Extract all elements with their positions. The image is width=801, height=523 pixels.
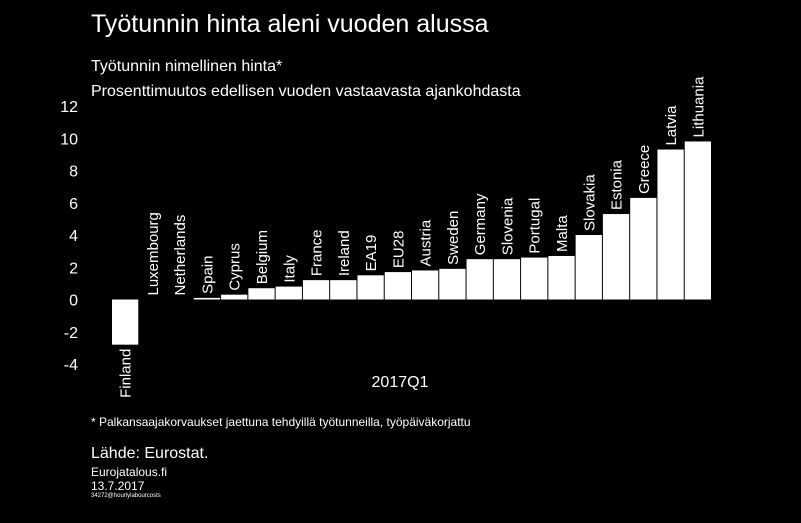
bar xyxy=(575,235,602,300)
category-label: Luxembourg xyxy=(145,212,162,295)
bar xyxy=(657,149,684,300)
bar xyxy=(493,259,521,300)
category-label: France xyxy=(309,229,326,276)
site-label: Eurojatalous.fi xyxy=(91,465,168,479)
category-label: Portugal xyxy=(527,198,544,254)
bar xyxy=(412,270,439,300)
category-label: Sweden xyxy=(445,211,462,265)
category-label: Greece xyxy=(636,145,653,194)
bar xyxy=(630,197,657,300)
y-tick-label: 8 xyxy=(69,164,78,181)
footnote: * Palkansaajakorvaukset jaettuna tehdyil… xyxy=(91,415,471,429)
category-label: Lithuania xyxy=(690,76,707,138)
category-label: EA19 xyxy=(363,235,380,272)
chart-title: Työtunnin hinta aleni vuoden alussa xyxy=(91,10,489,38)
bar xyxy=(248,288,275,300)
bar xyxy=(357,275,384,300)
y-tick-label: -4 xyxy=(64,357,78,374)
bar xyxy=(684,141,711,300)
y-tick-label: 12 xyxy=(60,99,78,116)
bar xyxy=(384,272,411,300)
bar xyxy=(548,255,575,300)
y-tick-label: 6 xyxy=(69,196,78,213)
bar xyxy=(193,297,221,300)
y-tick-label: 10 xyxy=(60,131,78,148)
chart-subtitle-2: Prosenttimuutos edellisen vuoden vastaav… xyxy=(91,83,521,100)
category-label: Italy xyxy=(281,255,298,283)
category-label: Latvia xyxy=(663,105,680,146)
y-tick-label: -2 xyxy=(64,325,78,342)
bar xyxy=(466,259,493,300)
category-label: Slovenia xyxy=(499,197,516,255)
category-label: Germany xyxy=(472,193,489,255)
category-label: Netherlands xyxy=(172,215,189,296)
x-axis-label: 2017Q1 xyxy=(372,374,429,391)
category-label: Slovakia xyxy=(581,174,598,231)
category-label: Cyprus xyxy=(227,243,244,291)
chart-code: 34272@hourlylabourcosts xyxy=(91,493,161,499)
bar xyxy=(275,286,302,300)
bar xyxy=(439,268,466,300)
bar xyxy=(330,280,357,300)
category-label: Belgium xyxy=(254,230,271,284)
bar xyxy=(112,299,139,345)
category-label: Estonia xyxy=(609,159,626,210)
category-label: Ireland xyxy=(336,230,353,276)
bar xyxy=(221,294,248,300)
category-label: Austria xyxy=(418,219,435,266)
date-label: 13.7.2017 xyxy=(91,479,145,493)
y-tick-label: 4 xyxy=(69,228,78,245)
bar xyxy=(521,257,548,300)
chart-subtitle: Työtunnin nimellinen hinta* xyxy=(91,58,283,75)
category-label: EU28 xyxy=(390,231,407,269)
bar xyxy=(302,280,330,300)
source-label: Lähde: Eurostat. xyxy=(91,445,209,462)
y-tick-label: 0 xyxy=(69,293,78,310)
category-label: Spain xyxy=(199,256,216,294)
category-label: Malta xyxy=(554,215,571,252)
category-label: Finland xyxy=(118,349,135,398)
y-tick-label: 2 xyxy=(69,260,78,277)
bar xyxy=(602,214,630,300)
